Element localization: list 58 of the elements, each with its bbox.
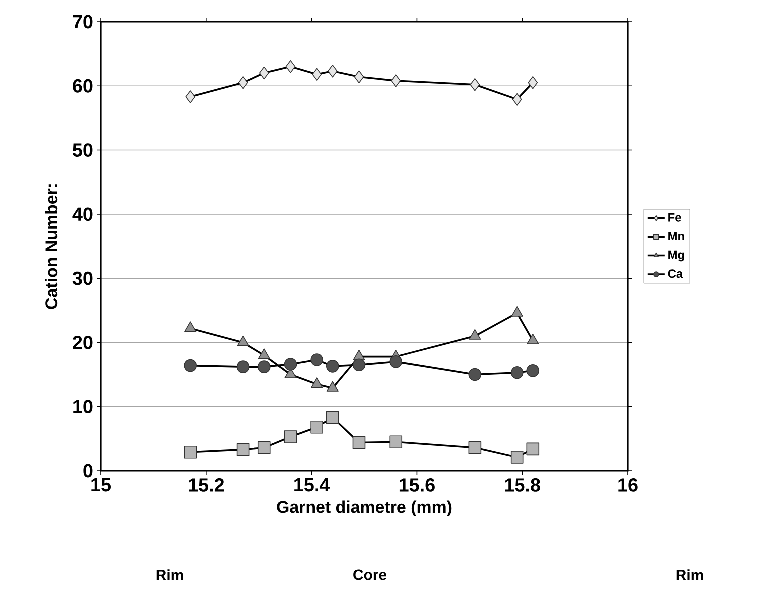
- y-axis-title: Cation Number:: [45, 184, 58, 310]
- point: [468, 368, 482, 382]
- point: [526, 364, 540, 378]
- point: [184, 446, 197, 459]
- y-tick-label: 60: [73, 79, 93, 93]
- point: [468, 441, 482, 454]
- point: [238, 76, 248, 90]
- y-tick-label: 70: [73, 15, 93, 29]
- y-tick-label: 30: [72, 272, 93, 286]
- y-tick-label: 20: [73, 336, 93, 350]
- x-tick-label: 15: [92, 478, 112, 492]
- point: [352, 358, 366, 372]
- point: [326, 411, 340, 424]
- point: [512, 93, 522, 106]
- point: [258, 360, 271, 374]
- x-axis-title: Garnet diametre (mm): [277, 500, 452, 517]
- point: [354, 70, 364, 84]
- point: [390, 356, 403, 368]
- legend-label: Fe: [668, 214, 682, 222]
- point: [390, 436, 403, 449]
- point: [184, 359, 197, 372]
- point: [391, 74, 402, 88]
- point: [258, 441, 271, 454]
- text: Rim: [156, 570, 184, 580]
- point: [526, 442, 540, 456]
- point: [510, 451, 524, 464]
- point: [312, 68, 322, 81]
- y-tick-label: 0: [84, 464, 93, 478]
- point: [258, 348, 270, 360]
- text: Rim: [676, 570, 704, 580]
- point: [510, 366, 524, 380]
- y-tick-label: 50: [73, 144, 93, 157]
- x-tick-label: 15.2: [189, 478, 224, 492]
- point: [284, 430, 298, 444]
- point: [528, 76, 538, 90]
- x-tick-label: 15.4: [294, 478, 330, 492]
- point: [259, 66, 270, 80]
- point: [236, 443, 250, 456]
- point: [326, 360, 340, 373]
- point: [310, 354, 324, 366]
- point: [328, 64, 338, 78]
- point: [352, 436, 366, 450]
- x-tick-label: 15.6: [400, 478, 435, 492]
- legend-label: Mn: [668, 232, 684, 240]
- point: [284, 358, 298, 371]
- point: [310, 420, 324, 434]
- point: [286, 60, 296, 74]
- x-tick-label: 16: [618, 478, 638, 492]
- y-tick-label: 10: [74, 400, 93, 414]
- text: Core: [354, 570, 387, 580]
- point: [186, 90, 196, 104]
- point: [470, 78, 480, 92]
- x-tick-label: 15.8: [505, 478, 540, 492]
- legend-label: Mg: [668, 250, 684, 262]
- point: [236, 360, 250, 374]
- legend-label: Ca: [668, 270, 684, 278]
- y-tick-label: 40: [72, 208, 93, 222]
- point: [184, 322, 197, 332]
